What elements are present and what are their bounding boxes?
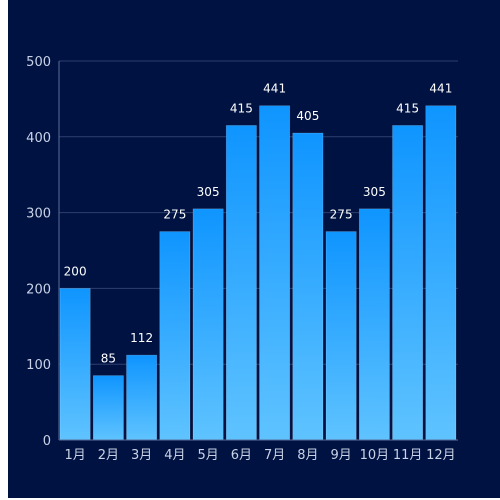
x-tick-label: 8月	[297, 448, 318, 463]
x-tick-label: 11月	[393, 448, 423, 463]
bar-value-label: 405	[296, 109, 319, 123]
x-tick-label: 10月	[360, 448, 390, 463]
bar[interactable]	[259, 105, 291, 441]
bar-value-label: 305	[363, 185, 386, 199]
y-tick-label: 0	[43, 434, 51, 449]
x-tick-label: 12月	[426, 448, 456, 463]
x-tick-label: 9月	[330, 448, 351, 463]
bar[interactable]	[425, 105, 457, 441]
bar-value-label: 305	[197, 185, 220, 199]
x-tick-label: 6月	[231, 448, 252, 463]
bar[interactable]	[192, 208, 224, 441]
bar-chart: 200 85 112 275 305 415 441 405 275 305 415 441 0 100…	[26, 55, 458, 463]
bar-value-label: 112	[130, 331, 153, 345]
bar-value-label: 200	[64, 264, 87, 278]
bar-value-label: 441	[429, 82, 452, 96]
bar[interactable]	[92, 375, 124, 441]
bar-value-label: 441	[263, 82, 286, 96]
y-tick-label: 500	[26, 55, 51, 70]
bar[interactable]	[358, 208, 390, 441]
chart-container: 200 85 112 275 305 415 441 405 275 305 415 441 0 100…	[8, 0, 500, 498]
bar[interactable]	[59, 288, 91, 441]
x-tick-label: 7月	[264, 448, 285, 463]
x-tick-label: 2月	[98, 448, 119, 463]
y-tick-label: 200	[26, 282, 51, 297]
y-tick-label: 100	[26, 358, 51, 373]
y-axis: 0 100 200 300 400 500	[26, 55, 60, 449]
bar[interactable]	[292, 132, 324, 441]
gridlines	[59, 60, 458, 365]
bar[interactable]	[225, 125, 257, 441]
data-labels: 200 85 112 275 305 415 441 405 275 305 415 441	[64, 82, 453, 366]
y-tick-label: 300	[26, 207, 51, 222]
x-tick-label: 3月	[131, 448, 152, 463]
bar-value-label: 415	[230, 101, 253, 115]
bar-value-label: 85	[101, 352, 116, 366]
bar-value-label: 415	[396, 101, 419, 115]
bar[interactable]	[159, 231, 191, 441]
bars	[59, 105, 457, 441]
bar-value-label: 275	[163, 208, 186, 222]
y-tick-label: 400	[26, 131, 51, 146]
bar[interactable]	[325, 231, 357, 441]
bar[interactable]	[126, 354, 158, 441]
bar[interactable]	[392, 125, 424, 441]
bar-value-label: 275	[330, 208, 353, 222]
x-tick-label: 4月	[164, 448, 185, 463]
x-tick-label: 5月	[197, 448, 218, 463]
x-axis: 1月 2月 3月 4月 5月 6月 7月 8月 9月 10月 11月 12月	[59, 439, 458, 463]
x-tick-label: 1月	[64, 448, 85, 463]
